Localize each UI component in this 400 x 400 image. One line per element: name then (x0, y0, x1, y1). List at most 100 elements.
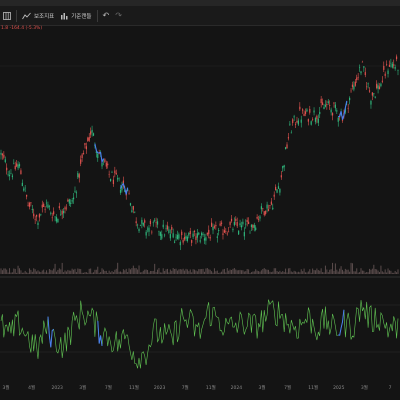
candle (277, 186, 280, 189)
undo-button[interactable]: ↶ (100, 6, 113, 26)
candle (80, 159, 82, 164)
candle (266, 204, 268, 209)
volume-bar (361, 270, 363, 274)
candle (58, 206, 60, 209)
volume-bar (27, 272, 29, 274)
volume-bar (319, 270, 321, 274)
x-axis: 3월 4월 2023 3월 7월 11월 2023 7월 11월 2024 3월 7월 11월 2025 3… (2, 384, 391, 391)
candle (64, 207, 66, 210)
candle (356, 77, 358, 81)
volume-bar (287, 268, 289, 274)
candle (290, 132, 292, 134)
volume-bar (118, 271, 120, 274)
volume-bar (343, 271, 345, 274)
volume-bar (380, 265, 382, 274)
candle (156, 221, 159, 225)
candle (92, 133, 95, 136)
candle (321, 102, 324, 105)
candle (65, 207, 68, 209)
volume-bar (306, 272, 308, 274)
candle (27, 205, 29, 206)
volume-bar (394, 271, 396, 274)
x-axis-label: 2023 (154, 385, 166, 391)
volume-bar (300, 269, 302, 274)
volume-bar (28, 268, 30, 274)
chart-fx-icon (22, 12, 31, 19)
candle (107, 163, 109, 166)
volume-bar (391, 272, 393, 274)
grid-button[interactable] (0, 6, 14, 26)
candle (255, 227, 257, 230)
candle (6, 167, 8, 171)
indicator-button[interactable]: 보조지표 (19, 6, 57, 26)
volume-bar (384, 269, 386, 274)
candle (201, 232, 203, 236)
volume-bar (97, 266, 99, 274)
candle (84, 143, 86, 146)
candle (63, 210, 65, 214)
candle (31, 208, 33, 210)
candle (158, 231, 160, 232)
candle (384, 73, 386, 76)
volume-bar (98, 272, 100, 274)
candle (374, 96, 376, 98)
candle (367, 83, 369, 85)
legend-bar: 1.8 -164.4 (-5.3%) (0, 26, 400, 34)
volume-bar (132, 265, 134, 274)
candle (43, 203, 45, 208)
candle (18, 164, 21, 167)
candle (169, 234, 171, 239)
oscillator-line (0, 299, 399, 369)
volume-bar (282, 271, 284, 274)
oscillator-trend-segment (97, 320, 103, 346)
volume-bar (353, 271, 355, 274)
chart-area[interactable]: 3월 4월 2023 3월 7월 11월 2023 7월 11월 2024 3월 7월 11월 2025 3… (0, 34, 400, 400)
candle (162, 224, 164, 228)
candle (219, 223, 221, 226)
volume-bar (196, 271, 198, 274)
volume-bar (4, 268, 6, 274)
candle (118, 177, 120, 179)
volume-bar (377, 270, 379, 274)
candle (45, 202, 48, 204)
volume-bar (77, 268, 79, 274)
volume-bar (20, 270, 22, 274)
candle (283, 165, 285, 168)
indicator-button-label: 보조지표 (34, 13, 55, 20)
volume-bar (221, 271, 223, 274)
candle (97, 153, 99, 159)
volume-bar (223, 268, 225, 274)
candle (13, 162, 15, 164)
volume-bar (275, 268, 277, 274)
volume-bar (141, 272, 143, 274)
undo-icon: ↶ (102, 10, 110, 20)
volume-bar (246, 269, 248, 274)
volume-bar (74, 268, 76, 274)
candle (263, 211, 265, 216)
candle (108, 174, 110, 175)
candle (132, 206, 134, 210)
redo-button[interactable]: ↷ (112, 6, 125, 26)
volume-bar (108, 270, 110, 274)
volume-bar (168, 272, 170, 274)
candle (289, 123, 291, 125)
volume-bar (102, 269, 104, 274)
candle (223, 230, 226, 233)
redo-icon: ↷ (115, 10, 122, 20)
candle (30, 202, 32, 204)
candle (368, 90, 371, 92)
candle (171, 226, 173, 230)
candle (104, 159, 106, 163)
candle (314, 118, 317, 122)
volume-bar (272, 271, 274, 274)
volume-bar (53, 268, 55, 274)
study-button[interactable]: 기준캔들 (57, 6, 94, 26)
candle (390, 62, 392, 64)
volume-bar (225, 272, 227, 274)
candle (168, 229, 170, 233)
oscillator-trend-segment (338, 309, 345, 336)
volume-bar (169, 269, 171, 274)
candle (249, 232, 251, 234)
volume-bar (363, 270, 365, 274)
candle (363, 66, 365, 68)
